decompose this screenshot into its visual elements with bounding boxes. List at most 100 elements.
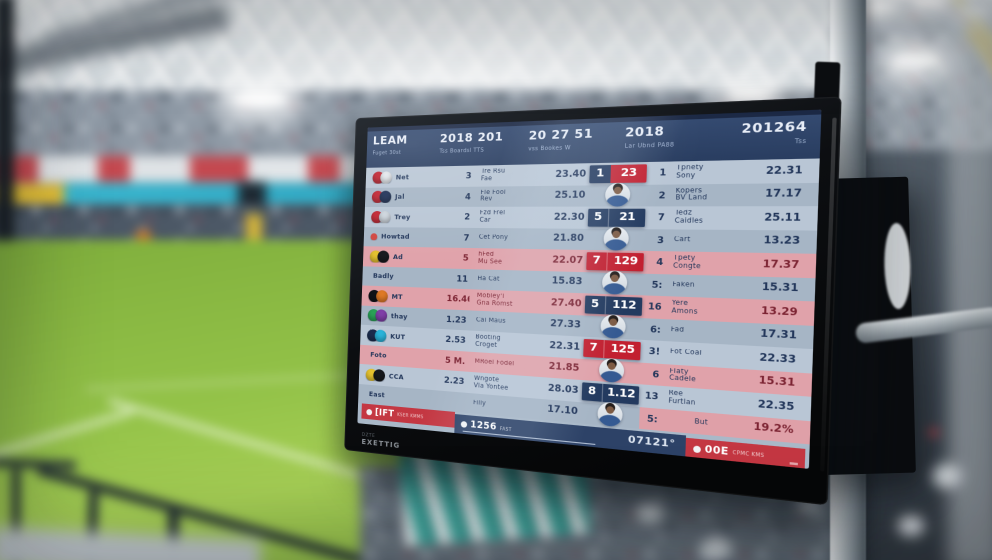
rank-number: 5: bbox=[638, 406, 662, 431]
rank-name-cell: Fad bbox=[664, 326, 738, 337]
stat-value: 22.07 bbox=[552, 254, 584, 267]
railing-post bbox=[168, 510, 179, 560]
description-cell: Mobley'l Gna Romst bbox=[469, 293, 536, 310]
rank-name-line: Congte bbox=[672, 262, 701, 271]
rank-value: 15.31 bbox=[761, 281, 799, 296]
score-right: 23 bbox=[620, 167, 637, 180]
ticker-middle-sub: FAST bbox=[499, 425, 512, 432]
stat-number: 2.23 bbox=[443, 375, 465, 387]
stat-value: 21.85 bbox=[548, 361, 580, 375]
team-logo-icon bbox=[380, 171, 393, 184]
rank-value: 17.17 bbox=[764, 188, 802, 201]
rank-number: 7 bbox=[657, 212, 665, 223]
score-right: 112 bbox=[611, 299, 637, 313]
rank-name-cell: Faken bbox=[666, 281, 740, 291]
team-logo-icon bbox=[377, 250, 390, 263]
player-photo bbox=[601, 270, 627, 295]
ticker-right-sub: CPMC KMS bbox=[732, 449, 765, 459]
score-left: 5 bbox=[587, 208, 610, 227]
rank-number: 16 bbox=[647, 301, 662, 313]
score-badge: 8 1.12 bbox=[581, 382, 640, 405]
floodlight bbox=[728, 90, 772, 102]
spectator bbox=[636, 502, 664, 522]
rank-value: 22.35 bbox=[757, 398, 795, 414]
stat-number: 5 M. bbox=[444, 355, 466, 366]
rank-number: 4 bbox=[656, 257, 664, 268]
stat-value: 23.40 bbox=[555, 168, 587, 181]
stats-screen: LEAM Fuget 30st 2018 201 Tss Boardsl TTS 20 … bbox=[357, 109, 822, 469]
rank-name-line: Tedz bbox=[674, 210, 693, 218]
badge-slot bbox=[587, 182, 647, 207]
team-name: CCA bbox=[388, 371, 404, 382]
rank-value: 15.31 bbox=[758, 375, 796, 390]
rank-name-line: Faken bbox=[672, 281, 695, 289]
stat-value: 27.33 bbox=[549, 318, 581, 332]
description-cell: Ha Cat bbox=[470, 275, 537, 284]
rank-name-line: Fad bbox=[670, 326, 685, 334]
header-title: LEAM bbox=[372, 133, 408, 148]
badge-slot: 7 129 bbox=[585, 250, 645, 273]
team-logo-icon bbox=[375, 309, 388, 323]
roof-light bbox=[856, 2, 894, 12]
rank-value: 17.31 bbox=[760, 328, 798, 343]
header-column: 20 27 51 vss Bookes W bbox=[528, 126, 593, 161]
rank-number: 1 bbox=[659, 167, 667, 179]
stat-value: 17.10 bbox=[546, 404, 578, 418]
team-name: East bbox=[368, 390, 386, 400]
team-cell: Jal bbox=[365, 190, 450, 204]
header-title: 20 27 51 bbox=[528, 126, 594, 143]
score-left: 8 bbox=[581, 382, 604, 402]
team-cell: Trey bbox=[364, 210, 449, 224]
description-line: Ha Cat bbox=[477, 275, 500, 283]
score-right: 129 bbox=[613, 255, 638, 269]
stat-value: 15.83 bbox=[551, 275, 583, 288]
spectator-red-cap bbox=[928, 428, 939, 437]
description-cell: Cai Maus bbox=[469, 317, 536, 327]
description-line: Car bbox=[479, 217, 491, 224]
spectator bbox=[898, 516, 924, 536]
rank-value: 13.29 bbox=[760, 305, 798, 319]
rank-name-line: Cart bbox=[673, 236, 691, 244]
description-line: MRoel Fodel bbox=[474, 358, 515, 368]
rank-name-cell: Cart bbox=[668, 236, 743, 245]
score-right: 21 bbox=[618, 211, 636, 224]
left-edge-structure bbox=[0, 0, 14, 240]
team-cell: MT bbox=[362, 289, 447, 305]
ticker-right-label: 00E bbox=[704, 443, 729, 458]
team-logo-icon bbox=[379, 190, 392, 204]
team-dot-icon bbox=[370, 232, 378, 241]
team-name: Badly bbox=[372, 271, 394, 281]
score-left: 1 bbox=[595, 167, 605, 181]
score-badge-column: 1 23 5 21 7 129 5 112 7 125 8 1.12 bbox=[580, 162, 649, 429]
ticker-left-sub: KSER KMMS bbox=[397, 411, 424, 420]
rank-value: 13.23 bbox=[763, 235, 801, 248]
ticker-left-label: [IFT bbox=[374, 407, 395, 420]
team-cell: Ad bbox=[363, 250, 448, 264]
stat-number: 3 bbox=[465, 171, 472, 181]
team-cell: thay bbox=[361, 309, 446, 325]
rank-name-cell: Tpnety Sony bbox=[670, 164, 745, 181]
stat-number bbox=[443, 401, 466, 403]
rank-number: 3 bbox=[656, 234, 665, 246]
badge-slot bbox=[584, 270, 644, 296]
stat-value: 28.03 bbox=[547, 382, 579, 397]
header-title: 2018 201 bbox=[439, 129, 504, 146]
team-name: thay bbox=[390, 312, 408, 322]
team-logo-icon bbox=[378, 210, 391, 223]
description-line: Rev bbox=[480, 196, 493, 203]
rank-number: 6: bbox=[649, 323, 662, 335]
rank-number: 6 bbox=[652, 368, 660, 380]
header-column: 201264 Tss bbox=[741, 119, 807, 157]
rank-name-cell: Kopers BV Land bbox=[669, 187, 744, 203]
team-cell: Foto bbox=[360, 350, 445, 364]
right-edge-pillar bbox=[948, 0, 992, 560]
header-subtitle: Lar Ubnd PA88 bbox=[624, 141, 675, 151]
stat-number: 2 bbox=[464, 212, 471, 222]
team-logo-icon bbox=[375, 289, 388, 303]
rank-name-cell: Flaty Cadele bbox=[663, 367, 738, 387]
team-name: Jal bbox=[394, 192, 405, 202]
header-column: 2018 201 Tss Boardsl TTS bbox=[439, 130, 503, 164]
description-line: Gna Romst bbox=[476, 299, 513, 308]
floodlight bbox=[232, 92, 288, 106]
